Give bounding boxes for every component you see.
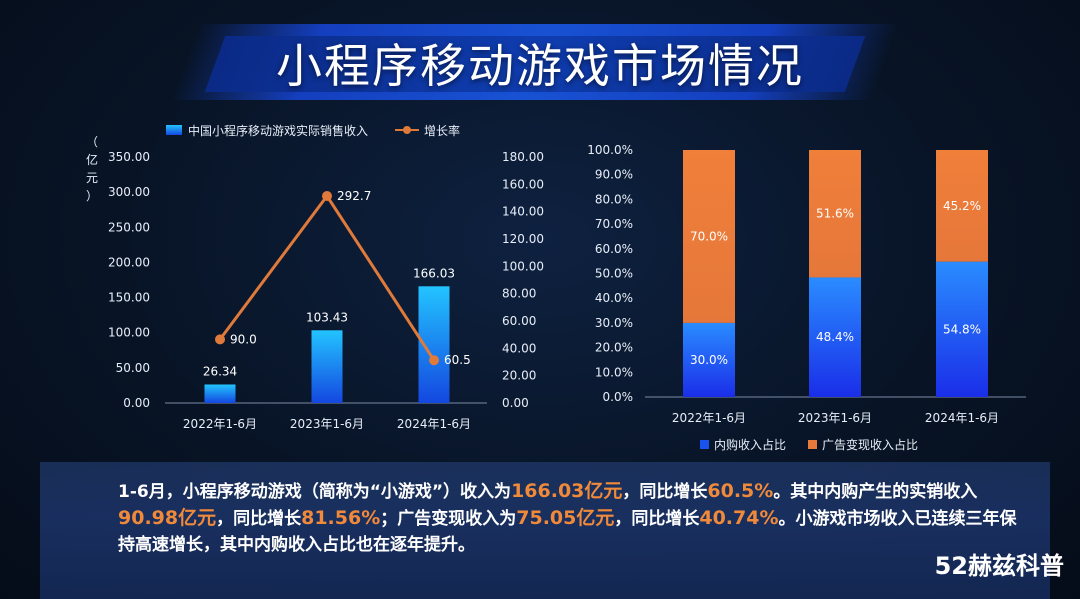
- left-y2-tick: 100.00: [502, 259, 544, 273]
- page-title: 小程序移动游戏市场情况: [276, 39, 804, 93]
- revenue-bar: [204, 384, 236, 403]
- left-y-tick: 50.00: [116, 361, 150, 375]
- legend-inapp-swatch: [700, 440, 709, 449]
- ads-share-bar: [683, 150, 735, 323]
- left-y-tick: 150.00: [108, 291, 150, 305]
- left-y-tick: 350.00: [108, 150, 150, 164]
- ads-share-label: 70.0%: [690, 229, 728, 243]
- right-y-tick: 40.0%: [595, 291, 633, 305]
- legend-bar-label: 中国小程序移动游戏实际销售收入: [188, 123, 368, 138]
- left-y-tick: 0.00: [123, 396, 150, 410]
- growth-rate-label: 292.7: [337, 189, 371, 203]
- left-y2-tick: 120.00: [502, 232, 544, 246]
- legend-line-marker: [403, 126, 411, 134]
- legend-bar-swatch: [166, 125, 182, 135]
- inapp-share-bar: [683, 322, 735, 397]
- right-y-tick: 90.0%: [595, 168, 633, 182]
- legend-ads-swatch: [808, 440, 817, 449]
- summary-part-1: 1-6月，小程序移动游戏（简称为“小游戏”）收入为: [118, 482, 512, 502]
- summary-highlight-inapp-growth: 81.56%: [301, 507, 381, 529]
- summary-part-6: ，同比增长: [614, 509, 700, 529]
- left-y-tick: 200.00: [108, 255, 150, 269]
- right-y-tick: 30.0%: [595, 316, 633, 330]
- summary-panel: [40, 462, 1050, 599]
- revenue-bar-label: 166.03: [413, 266, 455, 280]
- left-y-tick: 250.00: [108, 220, 150, 234]
- summary-part-3: 。其中内购产生的实销收入: [773, 482, 978, 502]
- left-y2-tick: 160.00: [502, 177, 544, 191]
- legend-line-label: 增长率: [424, 123, 460, 138]
- inapp-share-label: 54.8%: [943, 322, 981, 336]
- right-x-tick: 2024年1-6月: [925, 411, 999, 425]
- growth-rate-label: 90.0: [230, 332, 257, 346]
- summary-highlight-ads: 75.05亿元: [516, 507, 615, 529]
- left-y2-tick: 40.00: [502, 341, 536, 355]
- left-y2-tick: 180.00: [502, 150, 544, 164]
- left-y2-tick: 140.00: [502, 205, 544, 219]
- summary-highlight-revenue: 166.03亿元: [511, 480, 623, 502]
- right-y-tick: 80.0%: [595, 192, 633, 206]
- watermark: 52赫兹科普: [934, 552, 1064, 580]
- growth-rate-point: [429, 355, 439, 366]
- right-y-tick: 0.0%: [603, 390, 634, 404]
- left-x-tick: 2023年1-6月: [290, 417, 364, 431]
- left-y2-tick: 60.00: [502, 314, 536, 328]
- ads-share-label: 45.2%: [943, 199, 981, 213]
- right-y-tick: 100.0%: [587, 143, 633, 157]
- left-y-tick: 100.00: [108, 326, 150, 340]
- left-y-unit-1: 亿: [86, 152, 98, 167]
- right-y-tick: 10.0%: [595, 365, 633, 379]
- growth-rate-point: [215, 334, 225, 345]
- revenue-bar-label: 103.43: [306, 310, 348, 324]
- summary-highlight-inapp: 90.98亿元: [118, 507, 217, 529]
- left-y-unit-2: 元: [86, 171, 98, 185]
- ads-share-label: 51.6%: [816, 207, 854, 221]
- summary-part-2: ，同比增长: [622, 482, 708, 502]
- inapp-share-bar: [809, 277, 861, 397]
- left-y2-tick: 20.00: [502, 369, 536, 383]
- growth-rate-point: [322, 191, 332, 201]
- summary-highlight-ads-growth: 40.74%: [699, 507, 779, 529]
- revenue-bar: [311, 330, 343, 403]
- left-x-tick: 2022年1-6月: [183, 417, 257, 431]
- ads-share-bar: [936, 150, 988, 262]
- right-y-tick: 50.0%: [595, 267, 633, 281]
- left-y2-tick: 0.00: [502, 396, 529, 410]
- summary-part-5: ；广告变现收入为: [380, 509, 517, 529]
- inapp-share-bar: [936, 261, 988, 397]
- right-y-tick: 60.0%: [595, 242, 633, 256]
- summary-part-7: 。小游戏市场收入已连续三年保持高速增长，其中内购收入占比也在逐年提升。: [118, 509, 1017, 555]
- right-x-tick: 2023年1-6月: [798, 411, 872, 425]
- summary-part-4: ，同比增长: [216, 509, 302, 529]
- ads-share-bar: [809, 150, 861, 278]
- summary-highlight-growth: 60.5%: [707, 480, 774, 502]
- inapp-share-label: 30.0%: [690, 353, 728, 367]
- right-y-tick: 70.0%: [595, 217, 633, 231]
- right-y-tick: 20.0%: [595, 341, 633, 355]
- left-y-unit-0: （: [86, 135, 98, 149]
- growth-rate-label: 60.5: [444, 353, 471, 367]
- legend-inapp-label: 内购收入占比: [714, 437, 786, 452]
- inapp-share-label: 48.4%: [816, 330, 854, 344]
- right-x-tick: 2022年1-6月: [672, 411, 746, 425]
- left-x-tick: 2024年1-6月: [397, 417, 471, 431]
- left-y2-tick: 80.00: [502, 287, 536, 301]
- left-y-tick: 300.00: [108, 185, 150, 199]
- left-y-unit-3: ）: [86, 189, 98, 203]
- summary-text: 1-6月，小程序移动游戏（简称为“小游戏”）收入为166.03亿元，同比增长60…: [118, 478, 1023, 558]
- revenue-bar-label: 26.34: [203, 364, 237, 378]
- legend-ads-label: 广告变现收入占比: [822, 437, 918, 452]
